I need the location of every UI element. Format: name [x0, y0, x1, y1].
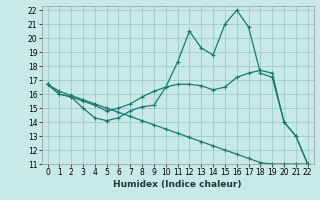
X-axis label: Humidex (Indice chaleur): Humidex (Indice chaleur) — [113, 180, 242, 189]
